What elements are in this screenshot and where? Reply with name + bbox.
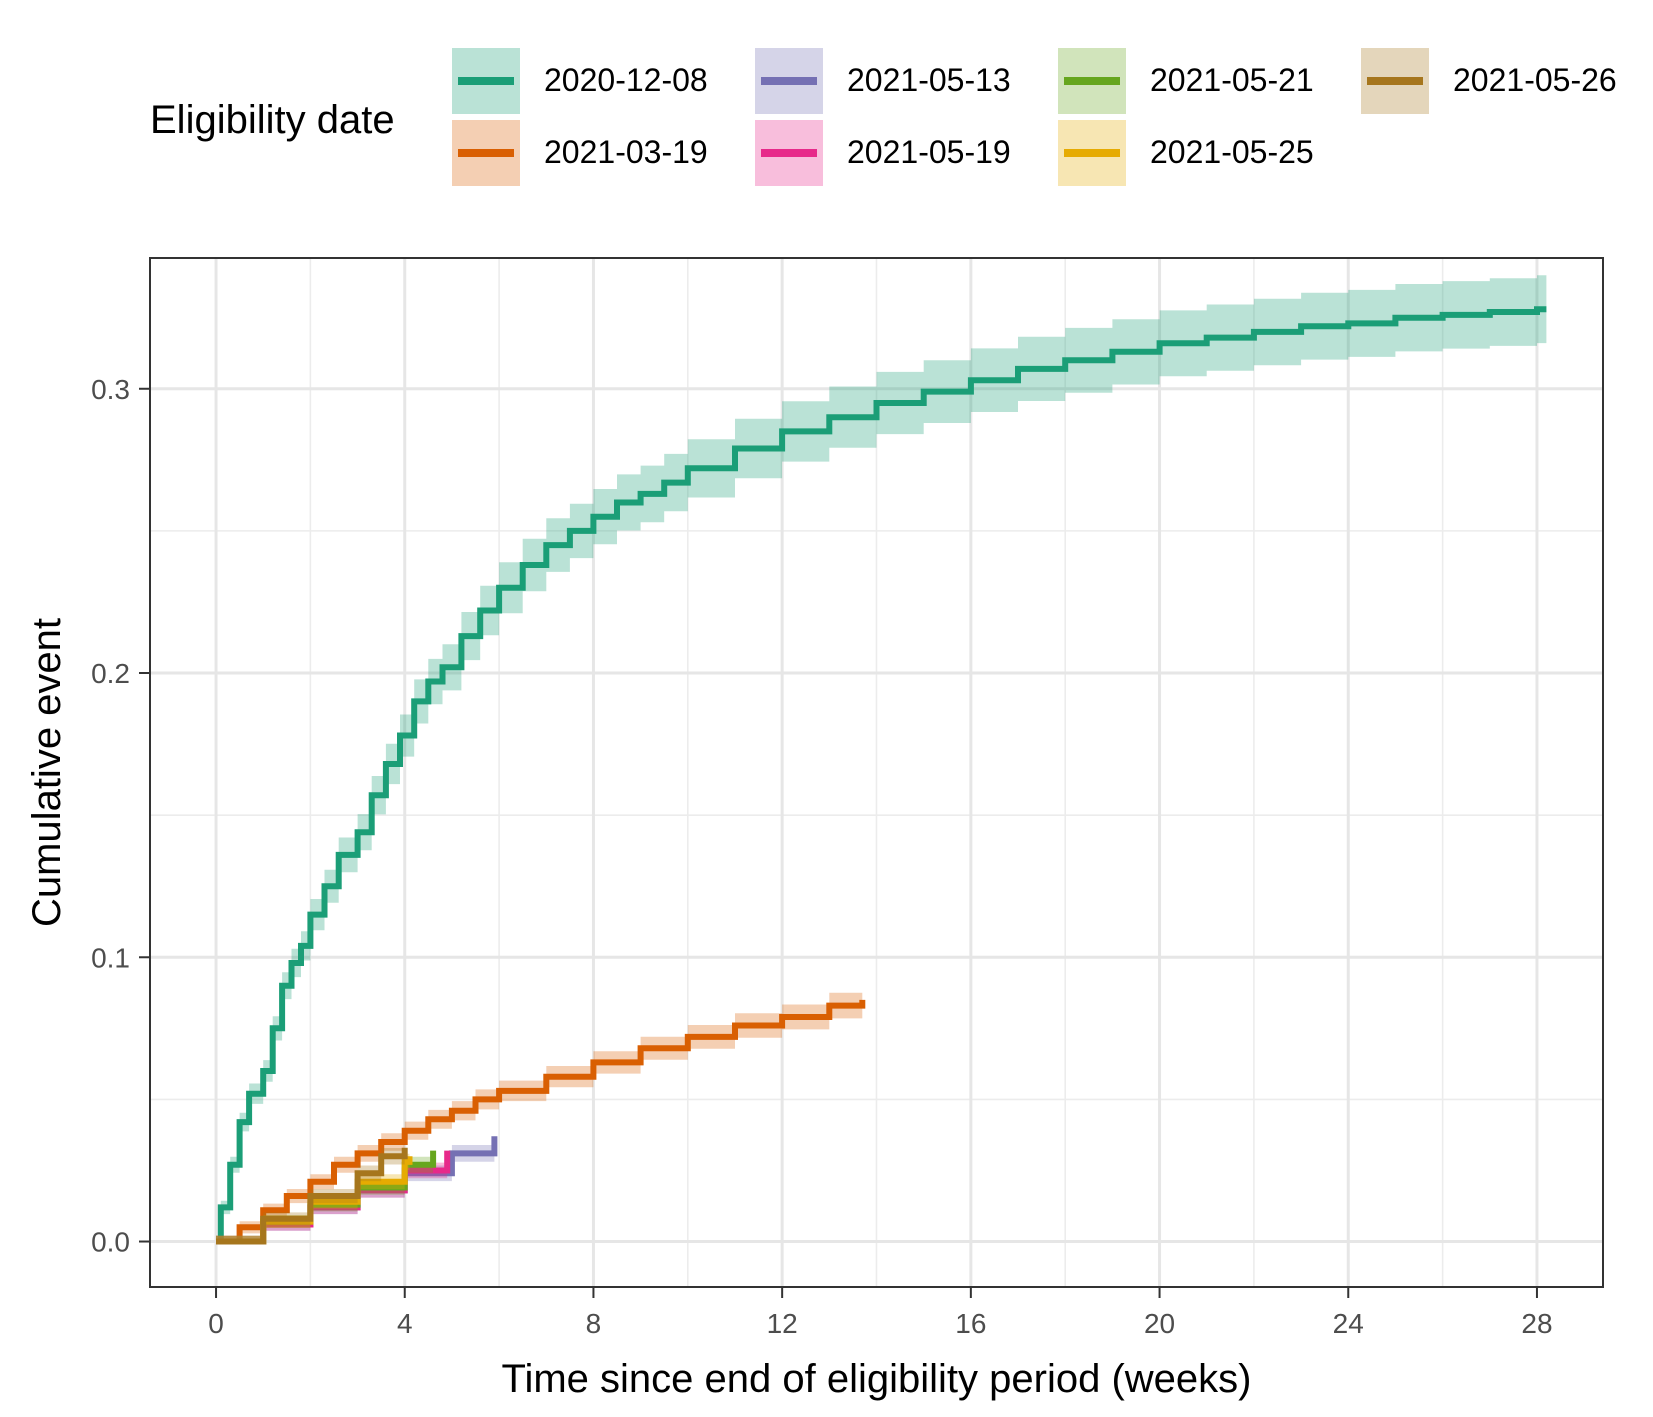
x-tick-label: 0	[208, 1308, 224, 1339]
legend-label: 2021-05-19	[847, 134, 1011, 170]
x-tick-label: 8	[586, 1308, 602, 1339]
legend-line-swatch	[761, 77, 817, 85]
axes: 0 4 8 12 16 20 24 28 0.0 0.1 0.2 0.3	[91, 257, 1604, 1339]
legend-label: 2021-05-26	[1453, 62, 1617, 98]
legend-line-swatch	[1064, 77, 1120, 85]
y-tick-label: 0.3	[91, 374, 130, 405]
legend-key-swatch	[452, 48, 520, 114]
series-line	[216, 1147, 408, 1245]
series-layer	[216, 275, 1547, 1245]
legend-key-swatch	[452, 120, 520, 186]
x-tick-label: 4	[397, 1308, 413, 1339]
panel-border	[149, 257, 1604, 1288]
legend-key-swatch	[755, 120, 823, 186]
legend-line-swatch	[1064, 149, 1120, 157]
legend-label: 2020-12-08	[544, 62, 708, 98]
legend-label: 2021-03-19	[544, 134, 708, 170]
legend-line-swatch	[761, 149, 817, 157]
x-tick-label: 16	[955, 1308, 986, 1339]
legend-title: Eligibility date	[150, 98, 395, 142]
series-line	[216, 306, 1547, 1245]
legend: Eligibility date 2020-12-08 2021-03-19 202…	[0, 0, 1653, 200]
legend-line-swatch	[458, 149, 514, 157]
y-axis-title: Cumulative event	[25, 618, 69, 927]
series-2021-05-26	[216, 1139, 408, 1245]
legend-key-swatch	[1058, 48, 1126, 114]
legend-label: 2021-05-25	[1150, 134, 1314, 170]
x-tick-label: 24	[1333, 1308, 1364, 1339]
x-axis-title: Time since end of eligibility period (we…	[502, 1357, 1252, 1401]
x-tick-label: 28	[1521, 1308, 1552, 1339]
legend-key-swatch	[1058, 120, 1126, 186]
legend-label: 2021-05-13	[847, 62, 1011, 98]
x-tick-label: 20	[1144, 1308, 1175, 1339]
y-tick-label: 0.1	[91, 942, 130, 973]
legend-line-swatch	[1367, 77, 1423, 85]
legend-label: 2021-05-21	[1150, 62, 1314, 98]
legend-line-swatch	[458, 77, 514, 85]
gridlines	[150, 258, 1603, 1287]
y-tick-label: 0.2	[91, 658, 130, 689]
x-tick-label: 12	[767, 1308, 798, 1339]
legend-key-swatch	[1361, 48, 1429, 114]
series-2020-12-08	[216, 275, 1547, 1245]
series-line	[216, 999, 866, 1245]
y-tick-label: 0.0	[91, 1227, 130, 1258]
legend-key-swatch	[755, 48, 823, 114]
